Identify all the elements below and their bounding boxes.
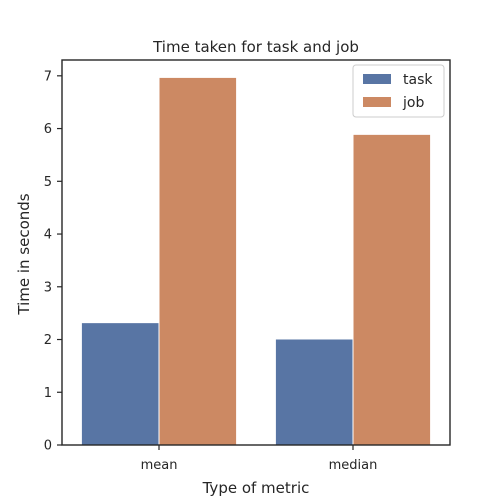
bars-group [80,76,432,446]
y-axis-label: Time in seconds [15,193,33,315]
legend-swatch-task [363,74,391,84]
x-axis-label: Type of metric [202,479,310,497]
plot-frame [61,59,451,446]
y-tick-label: 4 [44,228,52,243]
y-tick-label: 5 [44,175,52,190]
x-tick-label-mean: mean [141,458,178,473]
bar-task-mean [80,322,160,446]
y-tick-label: 2 [44,333,52,348]
legend-label-job: job [402,95,424,111]
legend-swatch-job [363,97,391,107]
bar-job-mean [158,76,238,446]
y-tick-label: 7 [44,69,52,84]
legend: task job [352,64,445,118]
legend-label-task: task [403,72,433,88]
x-tick-label-median: median [329,458,378,473]
y-tick-label: 3 [44,280,52,295]
bar-job-median [352,133,432,446]
y-axis: 0 1 2 3 4 5 6 7 [44,69,62,454]
chart-title: Time taken for task and job [152,38,359,56]
y-tick-label: 1 [44,386,52,401]
y-tick-label: 6 [44,122,52,137]
y-tick-label: 0 [44,439,52,454]
bar-task-median [274,338,354,446]
x-axis: mean median [141,445,378,473]
